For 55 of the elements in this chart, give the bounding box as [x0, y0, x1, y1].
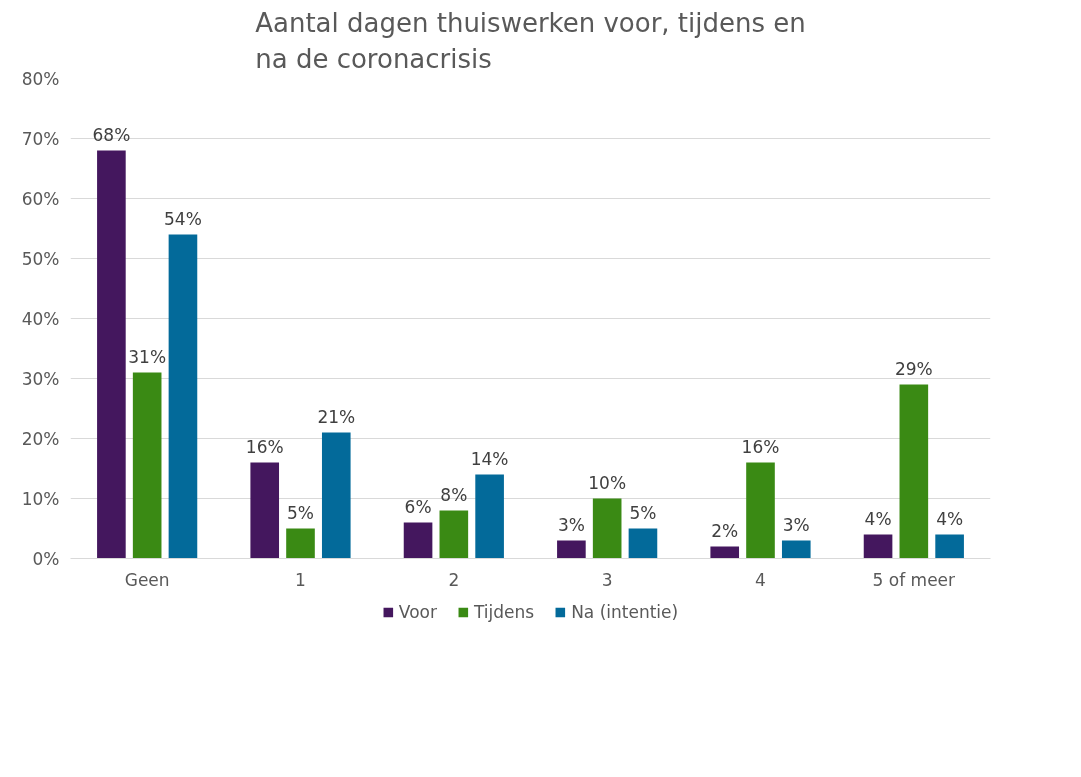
x-tick-label: 1 — [295, 569, 306, 590]
bar — [710, 546, 740, 559]
y-tick-label: 40% — [21, 308, 60, 329]
data-label: 14% — [470, 448, 509, 469]
chart-title: Aantal dagen thuiswerken voor, tijdens en na de coronacrisis — [255, 7, 806, 74]
data-label: 54% — [164, 208, 202, 229]
data-label: 5% — [287, 502, 314, 523]
data-label: 29% — [894, 358, 933, 379]
data-label: 3% — [557, 514, 585, 535]
bar — [97, 150, 126, 559]
bar — [628, 528, 658, 559]
data-label: 16% — [741, 436, 780, 457]
bar — [132, 372, 162, 559]
bar — [286, 528, 315, 559]
bar — [746, 462, 775, 559]
legend-label: Voor — [398, 602, 437, 622]
bar — [863, 534, 893, 559]
data-label: 8% — [440, 484, 468, 505]
y-tick-label: 60% — [21, 188, 60, 209]
legend-label: Tijdens — [473, 602, 535, 622]
bar — [250, 462, 280, 559]
data-label: 2% — [711, 520, 739, 541]
bar — [403, 522, 433, 559]
data-label: 31% — [128, 346, 167, 367]
x-tick-label: 4 — [755, 569, 766, 590]
data-label: 10% — [588, 472, 627, 493]
data-label: 4% — [936, 508, 964, 529]
bar — [935, 534, 964, 559]
data-label: 5% — [629, 502, 657, 523]
bar — [475, 474, 504, 559]
data-label: 6% — [404, 496, 432, 517]
y-tick-label: 10% — [21, 488, 60, 509]
y-tick-label: 70% — [21, 128, 60, 149]
y-tick-label: 30% — [21, 368, 60, 389]
data-label: 3% — [782, 514, 810, 535]
x-tick-label: 5 of meer — [872, 569, 956, 590]
bar — [557, 540, 586, 559]
y-tick-label: 80% — [21, 68, 60, 89]
bar — [321, 432, 351, 559]
bar — [899, 384, 929, 559]
data-label: 68% — [92, 124, 131, 145]
x-tick-label: 3 — [601, 569, 613, 590]
legend-label: Na (intentie) — [571, 602, 679, 622]
bar — [592, 498, 622, 559]
data-label: 21% — [317, 406, 356, 427]
y-tick-label: 20% — [21, 428, 60, 449]
x-tick-label: 2 — [448, 569, 460, 590]
x-tick-label: Geen — [124, 569, 170, 590]
y-tick-label: 50% — [21, 248, 60, 269]
bar — [439, 510, 469, 559]
y-tick-label: 0% — [32, 548, 60, 569]
bar — [781, 540, 811, 559]
data-label: 16% — [245, 436, 284, 457]
data-label: 4% — [864, 508, 892, 529]
bar — [168, 234, 198, 559]
